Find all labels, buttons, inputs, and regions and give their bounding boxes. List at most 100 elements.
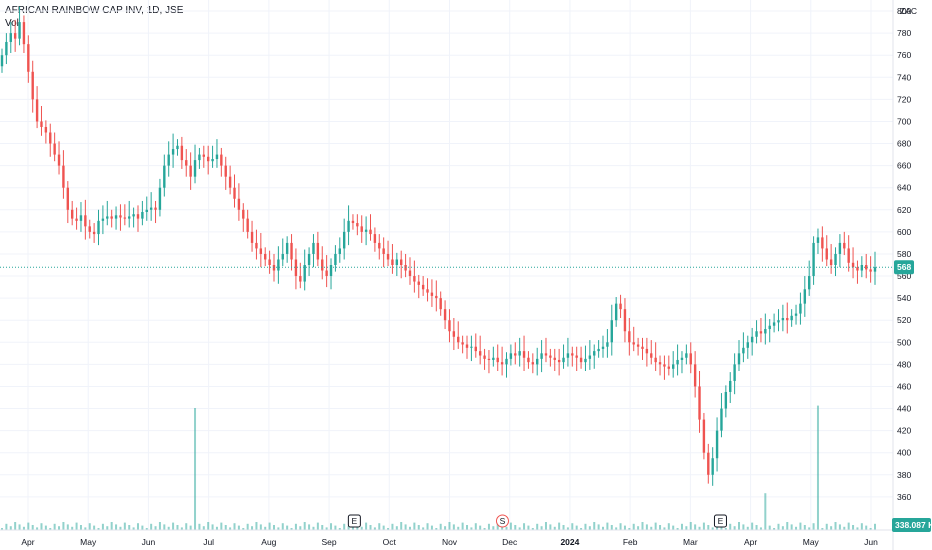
volume-bar: [492, 526, 495, 530]
volume-bar: [365, 522, 368, 530]
x-tick-label: Aug: [261, 537, 276, 547]
y-tick-label: 600: [897, 227, 911, 237]
volume-bar: [62, 522, 65, 530]
volume-bar: [457, 526, 460, 530]
candle-body: [518, 351, 521, 356]
volume-bar: [628, 528, 631, 530]
volume-bar: [22, 526, 25, 530]
candle-body: [185, 160, 188, 166]
candle-body: [531, 362, 535, 365]
candle-body: [246, 218, 249, 232]
candle-body: [114, 215, 118, 219]
volume-bar: [18, 524, 21, 530]
volume-bar: [132, 527, 135, 530]
candle-body: [698, 386, 701, 420]
volume-bar: [321, 525, 324, 530]
candle-body: [759, 331, 763, 334]
volume-bar: [207, 522, 210, 530]
candle-body: [206, 156, 210, 162]
y-tick-label: 500: [897, 337, 911, 347]
candle-body: [255, 242, 258, 249]
y-tick-label: 640: [897, 183, 911, 193]
candle-body: [746, 342, 749, 348]
volume-bar: [189, 525, 192, 530]
x-tick-label: Jun: [864, 537, 878, 547]
candle-body: [619, 303, 622, 310]
candle-body: [421, 284, 425, 290]
volume-bar: [623, 525, 626, 530]
volume-bar: [830, 526, 833, 530]
candle-body: [505, 358, 508, 365]
volume-bar: [474, 523, 477, 530]
candle-body: [860, 265, 864, 271]
candle-body: [500, 362, 504, 365]
candle-body: [224, 165, 227, 177]
volume-bar: [786, 522, 789, 530]
candle-body: [149, 207, 153, 210]
candle-body: [285, 242, 289, 254]
candle-body: [31, 71, 34, 100]
candle-body: [202, 154, 205, 157]
volume-bar: [571, 523, 574, 530]
candle-body: [443, 309, 447, 321]
volume-bar: [334, 525, 337, 530]
candle-body: [62, 165, 65, 188]
volume-bar: [5, 523, 8, 530]
volume-bar: [856, 527, 859, 530]
candle-body: [803, 289, 807, 304]
volume-bar: [237, 525, 240, 530]
candle-body: [838, 242, 842, 254]
volume-bar: [672, 525, 675, 530]
candle-body: [391, 259, 394, 265]
volume-bar: [803, 525, 806, 530]
grid-lines: [0, 0, 893, 530]
y-tick-label: 780: [897, 28, 911, 38]
candle-body: [220, 154, 223, 166]
candle-body: [474, 346, 477, 352]
candle-body: [176, 145, 179, 150]
candle-body: [483, 355, 486, 359]
candle-body: [281, 253, 284, 260]
volume-bar: [452, 524, 455, 530]
candle-body: [680, 357, 684, 360]
volume-bar: [338, 528, 341, 530]
volume-bar: [680, 523, 683, 530]
candle-body: [106, 216, 109, 219]
candle-body: [242, 209, 245, 219]
volume-bar: [66, 524, 69, 530]
candle-body: [277, 259, 280, 271]
y-tick-label: 540: [897, 293, 911, 303]
candle-body: [794, 313, 798, 316]
volume-bar: [14, 522, 17, 530]
candle-body: [461, 342, 464, 345]
candle-body: [123, 217, 127, 219]
volume-bar: [97, 528, 100, 530]
volume-bar: [869, 528, 872, 530]
volume-bar: [119, 526, 122, 530]
volume-bar: [588, 526, 591, 530]
candle-body: [57, 154, 61, 166]
candle-body: [110, 216, 113, 219]
candle-body: [549, 355, 552, 358]
volume-bar: [141, 525, 144, 530]
volume-bar: [395, 526, 398, 530]
volume-bar: [808, 527, 811, 530]
split-event-icon: [495, 514, 509, 528]
volume-bar: [400, 522, 403, 530]
x-tick-label: Sep: [322, 537, 337, 547]
y-tick-label: 440: [897, 404, 911, 414]
candle-body: [171, 149, 175, 155]
candle-body: [145, 209, 148, 212]
currency-label: ZAC: [900, 6, 917, 16]
volume-bar: [312, 526, 315, 530]
volume-bar: [566, 527, 569, 530]
candle-body: [228, 176, 232, 188]
y-tick-label: 420: [897, 426, 911, 436]
event-label: E: [718, 516, 724, 526]
volume-bar: [163, 524, 166, 530]
volume-bar: [843, 526, 846, 530]
volume-bar: [689, 522, 692, 530]
y-tick-label: 720: [897, 94, 911, 104]
